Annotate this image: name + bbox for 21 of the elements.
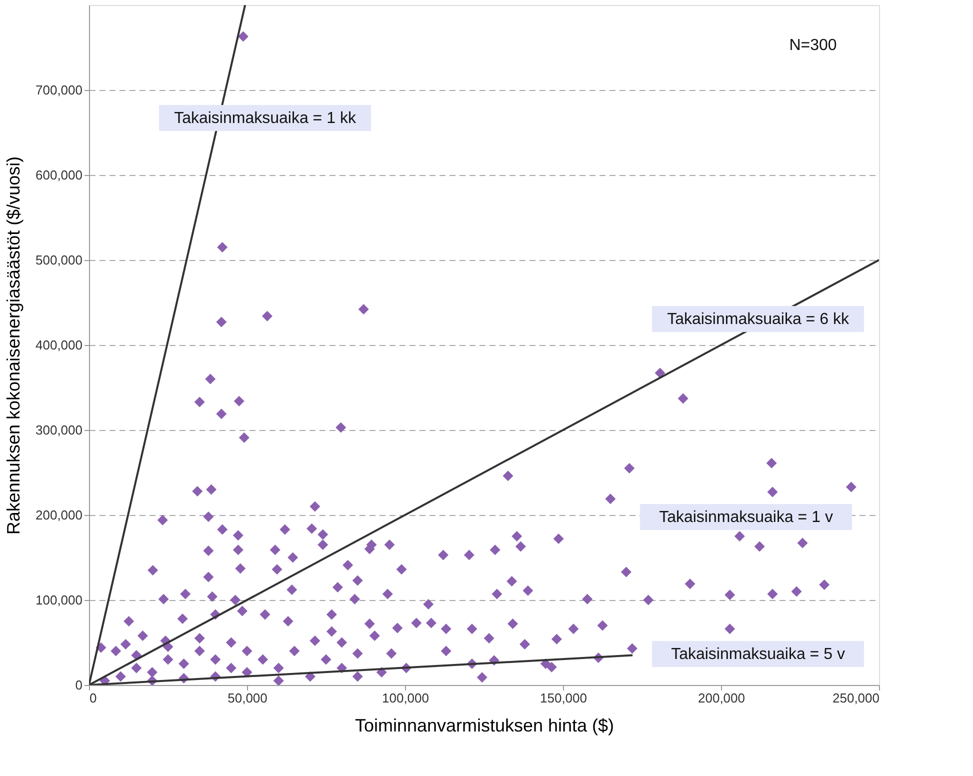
y-tick-label: 200,000 <box>36 508 82 522</box>
annotation: Takaisinmaksuaika = 1 kk <box>174 110 357 127</box>
x-tick-label: 150,000 <box>540 690 587 706</box>
annotation: Takaisinmaksuaika = 5 v <box>671 646 845 663</box>
x-tick-label: 200,000 <box>698 690 745 706</box>
y-tick-label: 500,000 <box>36 252 82 268</box>
annotation: Takaisinmaksuaika = 1 v <box>659 509 833 526</box>
x-tick-label: 0 <box>90 690 97 706</box>
x-axis-title: Toiminnanvarmistuksen hinta ($) <box>354 716 614 736</box>
y-tick-label: 700,000 <box>36 82 82 98</box>
y-tick-label: 400,000 <box>36 338 82 352</box>
y-axis-title: Rakennuksen kokonaisenergiasäästöt ($/vuosi) <box>4 156 24 535</box>
x-tick-label: 250,000 <box>832 690 880 706</box>
x-tick-label: 50,000 <box>228 690 268 706</box>
y-tick-label: 600,000 <box>36 168 82 182</box>
annotation: N=300 <box>789 37 837 54</box>
y-tick-label: 0 <box>75 678 82 692</box>
y-tick-label: 300,000 <box>36 422 82 438</box>
annotation: Takaisinmaksuaika = 6 kk <box>667 311 850 328</box>
x-tick-label: 100,000 <box>382 690 429 706</box>
y-tick-label: 100,000 <box>36 592 82 608</box>
